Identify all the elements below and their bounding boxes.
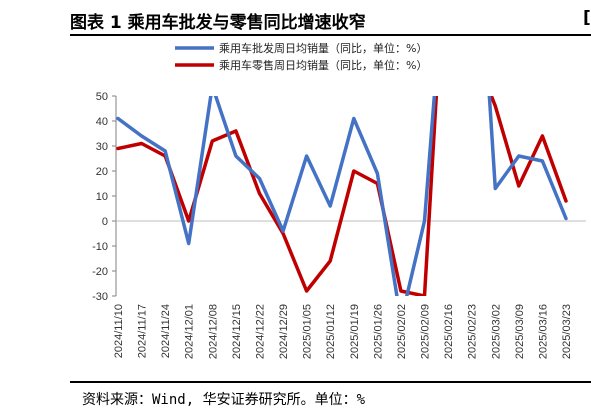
x-tick-label: 2025/01/19 (349, 304, 361, 359)
x-tick-label: 2024/12/22 (254, 304, 266, 359)
y-tick-label: 10 (96, 191, 108, 203)
axes: 50 40 30 20 10 0 -10 -20 -30 2024/11/10 2024/11/17… (92, 91, 586, 359)
title-divider (70, 34, 591, 36)
x-tick-label: 2024/11/10 (113, 304, 125, 358)
x-tick-label: 2024/12/15 (231, 304, 243, 359)
x-tick-label: 2025/03/09 (514, 304, 526, 359)
legend-label-wholesale: 乘用车批发周日均销量（同比，单位：%） (219, 41, 427, 55)
series-line-wholesale (116, 96, 568, 296)
x-tick-label: 2024/12/29 (278, 304, 290, 359)
source-note: 资料来源：Wind, 华安证券研究所。单位：% (82, 392, 365, 408)
x-tick-label: 2024/12/01 (184, 304, 196, 359)
x-tick-label: 2025/03/02 (490, 304, 502, 359)
x-tick-label: 2025/01/12 (325, 304, 337, 359)
x-tick-label: 2025/02/09 (420, 304, 432, 359)
y-tick-label: -20 (92, 266, 108, 278)
y-tick-label: -10 (92, 241, 108, 253)
y-tick-label: 40 (96, 116, 108, 128)
y-tick-label: 30 (96, 141, 108, 153)
x-tick-label: 2025/01/05 (302, 304, 314, 359)
x-tick-label: 2024/11/17 (137, 304, 149, 358)
y-tick-label: -30 (92, 291, 108, 303)
y-tick-label: 0 (102, 216, 108, 228)
x-tick-label: 2025/02/16 (443, 304, 455, 359)
x-tick-label: 2024/11/24 (160, 304, 172, 358)
legend-label-retail: 乘用车零售周日均销量（同比，单位：%） (219, 58, 427, 72)
x-tick-label: 2025/02/02 (396, 304, 408, 359)
x-tick-label: 2025/02/23 (467, 304, 479, 359)
chart-title: 图表 1 乘用车批发与零售同比增速收窄 (70, 13, 366, 33)
line-chart: 乘用车批发周日均销量（同比，单位：%） 乘用车零售周日均销量（同比，单位：%） 5… (92, 41, 586, 359)
x-tick-label: 2025/01/26 (372, 304, 384, 359)
y-tick-label: 50 (96, 91, 108, 103)
x-tick-label: 2025/03/23 (561, 304, 573, 359)
x-tick-label: 2025/03/16 (537, 304, 549, 359)
series-lines (116, 96, 568, 296)
y-tick-label: 20 (96, 166, 108, 178)
footer-divider (70, 381, 591, 383)
x-tick-label: 2024/12/08 (207, 304, 219, 359)
cropped-edge-glyph: [' (583, 8, 591, 28)
legend: 乘用车批发周日均销量（同比，单位：%） 乘用车零售周日均销量（同比，单位：%） (175, 41, 427, 72)
